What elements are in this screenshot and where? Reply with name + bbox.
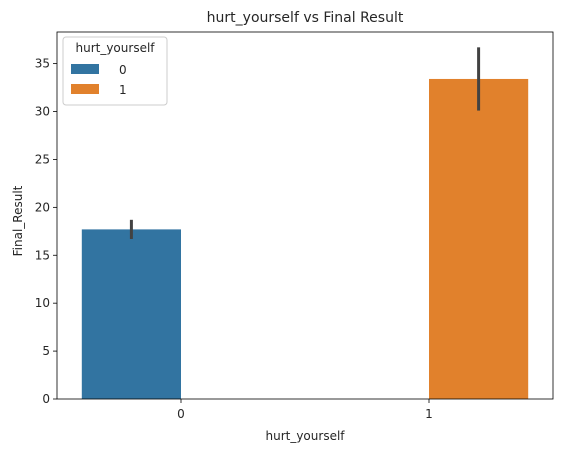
y-tick-label: 0: [42, 392, 50, 406]
legend-swatch-1: [71, 84, 99, 94]
legend-label-0: 0: [119, 63, 127, 77]
y-tick-label: 35: [35, 57, 50, 71]
chart-title: hurt_yourself vs Final Result: [207, 10, 404, 26]
x-tick-label: 0: [177, 407, 185, 421]
y-tick-label: 25: [35, 152, 50, 166]
bar-1-cat-1: [429, 78, 529, 399]
x-axis-label: hurt_yourself: [265, 429, 345, 443]
legend-label-1: 1: [119, 83, 127, 97]
y-tick-label: 20: [35, 200, 50, 214]
y-tick-label: 5: [42, 344, 50, 358]
x-tick-label: 1: [425, 407, 433, 421]
legend: hurt_yourself 0 1: [62, 36, 168, 106]
y-tick-label: 10: [35, 296, 50, 310]
legend-title: hurt_yourself: [75, 41, 155, 55]
legend-swatch-0: [71, 64, 99, 74]
axes-frame: [56, 31, 554, 400]
y-tick-label: 15: [35, 248, 50, 262]
bar-0-cat-0: [81, 229, 181, 399]
y-tick-label: 30: [35, 105, 50, 119]
y-axis-label: Final_Result: [11, 185, 25, 256]
